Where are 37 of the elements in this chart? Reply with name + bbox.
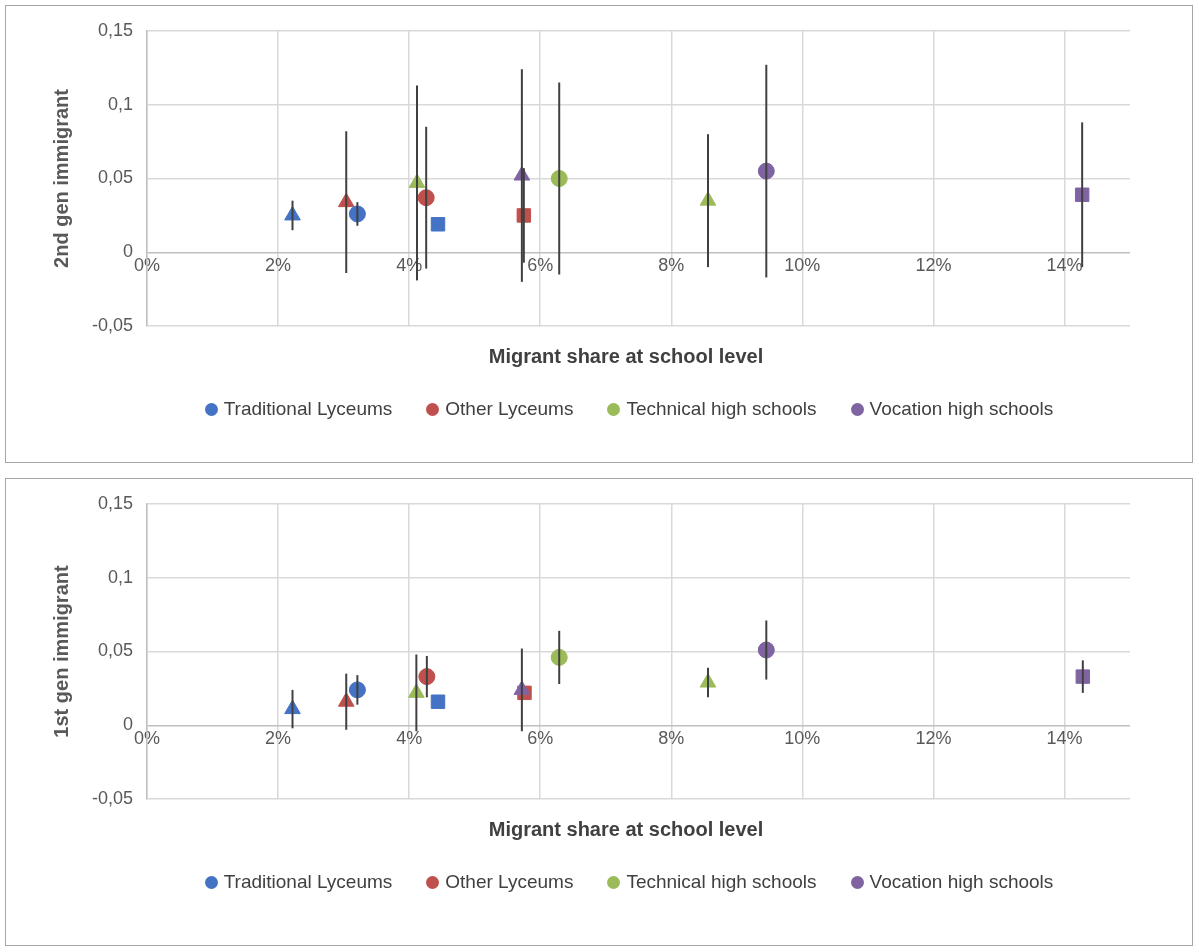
legend-label: Technical high schools xyxy=(626,398,817,420)
legend-label: Other Lyceums xyxy=(445,871,574,893)
y-tick-label: 0,05 xyxy=(97,640,134,661)
x-tick-label: 10% xyxy=(784,255,821,276)
x-axis-title: Migrant share at school level xyxy=(487,345,765,368)
legend-label: Traditional Lyceums xyxy=(223,398,393,420)
y-tick-label: 0,15 xyxy=(97,19,134,40)
x-tick-label: 10% xyxy=(784,728,821,749)
x-tick-label: 6% xyxy=(527,728,554,749)
x-tick-label: 2% xyxy=(265,255,292,276)
x-tick-label: 0% xyxy=(134,255,161,276)
legend-label: Traditional Lyceums xyxy=(223,871,393,893)
y-axis-title: 1st gen immigrant xyxy=(49,565,72,738)
legend-label: Technical high schools xyxy=(626,871,817,893)
y-tick-label: -0,05 xyxy=(92,788,134,809)
x-tick-label: 12% xyxy=(915,728,952,749)
x-axis-title: Migrant share at school level xyxy=(487,818,765,841)
y-tick-label: 0 xyxy=(123,714,134,735)
x-tick-label: 4% xyxy=(396,728,423,749)
x-tick-label: 2% xyxy=(265,728,292,749)
x-tick-label: 12% xyxy=(915,255,952,276)
x-tick-label: 8% xyxy=(658,255,685,276)
legend-label: Vocation high schools xyxy=(869,398,1054,420)
y-axis-title: 2nd gen immigrant xyxy=(49,88,72,268)
y-tick-label: -0,05 xyxy=(92,315,134,336)
legend-label: Vocation high schools xyxy=(869,871,1054,893)
x-tick-label: 8% xyxy=(658,728,685,749)
y-tick-label: 0,15 xyxy=(97,492,134,513)
y-tick-label: 0,1 xyxy=(108,566,134,587)
y-tick-label: 0,1 xyxy=(108,93,134,114)
y-tick-label: 0 xyxy=(123,241,134,262)
x-tick-label: 6% xyxy=(527,255,554,276)
x-tick-label: 14% xyxy=(1046,728,1083,749)
legend-label: Other Lyceums xyxy=(445,398,574,420)
y-tick-label: 0,05 xyxy=(97,167,134,188)
x-tick-label: 14% xyxy=(1046,255,1083,276)
x-tick-label: 0% xyxy=(134,728,161,749)
